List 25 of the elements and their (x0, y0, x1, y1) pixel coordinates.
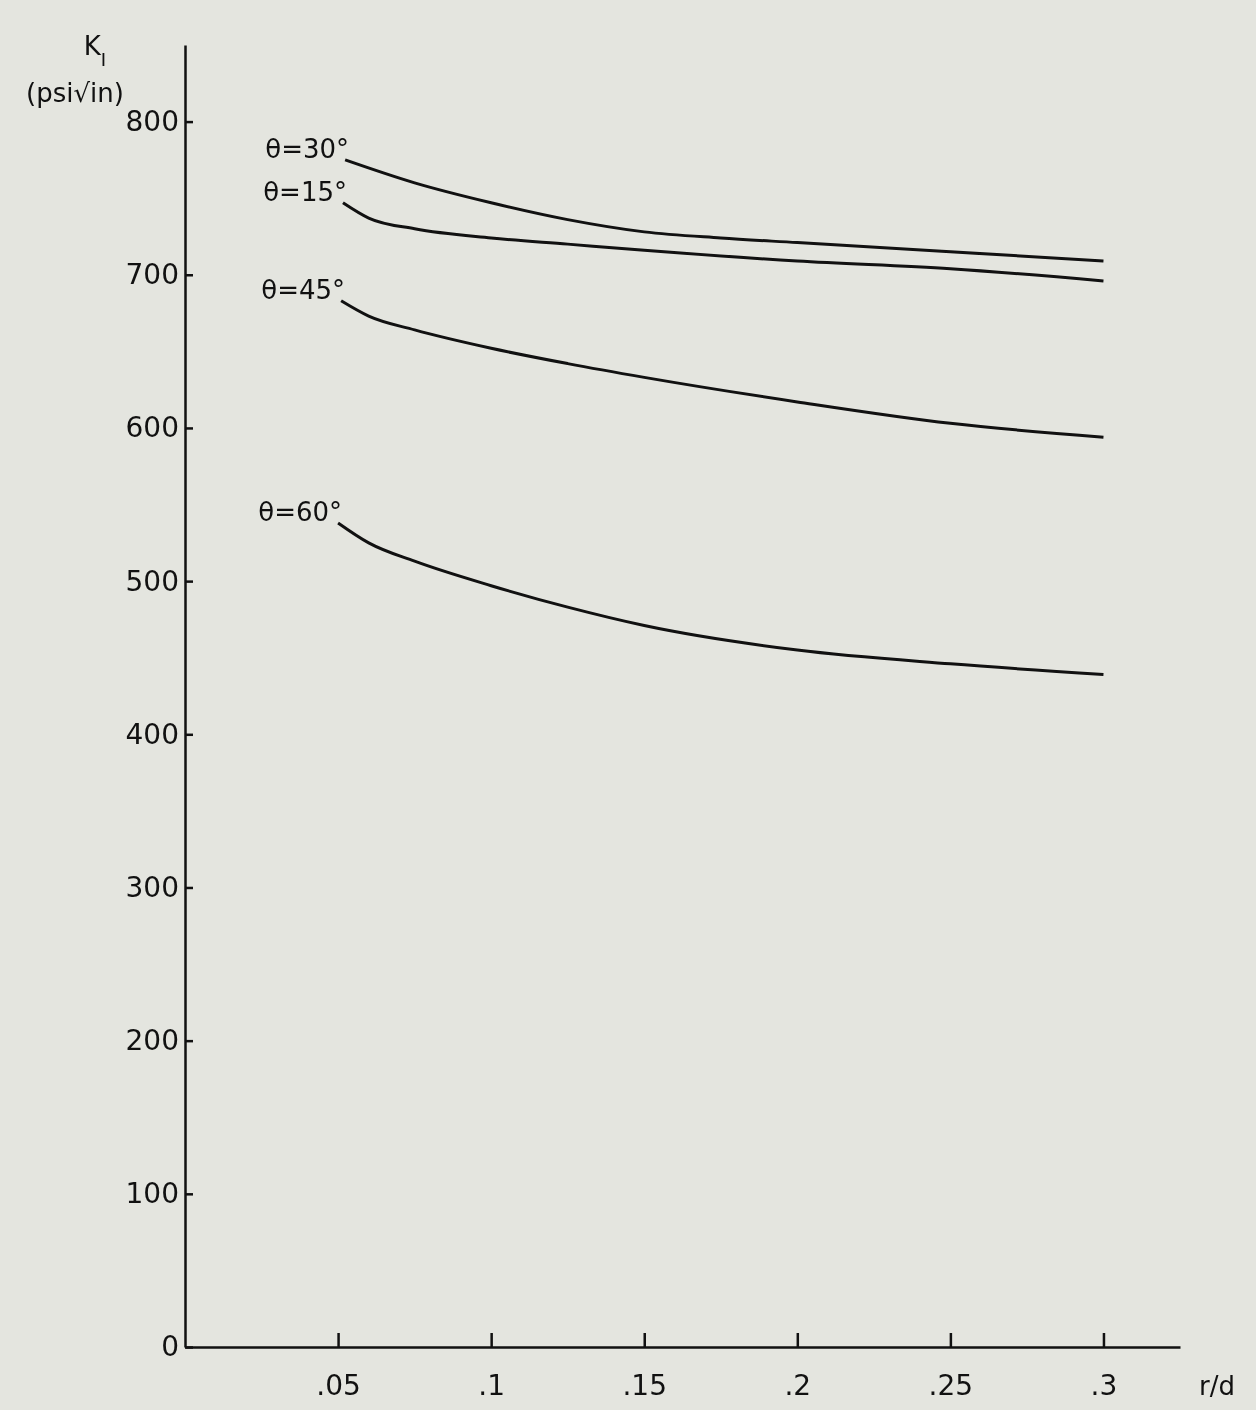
x-tick-label: .1 (478, 1368, 506, 1402)
x-axis-title: r/d (1199, 1371, 1235, 1401)
x-tick-label: .05 (316, 1368, 361, 1402)
series-label: θ=60° (258, 496, 343, 527)
x-tick-label: .15 (622, 1368, 667, 1402)
y-tick-label: 0 (161, 1330, 179, 1364)
y-tick-label: 200 (125, 1024, 179, 1058)
y-tick-label: 100 (125, 1177, 179, 1211)
y-tick-label: 400 (125, 717, 179, 751)
y-tick-label: 600 (125, 411, 179, 445)
line-series (336, 521, 1105, 677)
y-tick-label: 800 (125, 105, 179, 139)
y-tick-label: 500 (125, 564, 179, 598)
y-axis-title: K$_{I}$ (psi√in) (26, 31, 124, 108)
y-tick-label: 300 (125, 870, 179, 904)
x-tick-label: .2 (784, 1368, 812, 1402)
line-series (339, 299, 1105, 439)
series-label: θ=30° (265, 133, 350, 164)
line-series (343, 158, 1105, 263)
series-label: θ=45° (261, 274, 346, 305)
x-tick-label: .3 (1090, 1368, 1118, 1402)
series-label: θ=15° (263, 176, 347, 207)
y-tick-label: 700 (125, 258, 179, 292)
line-series (341, 201, 1105, 283)
x-tick-label: .25 (928, 1368, 974, 1402)
